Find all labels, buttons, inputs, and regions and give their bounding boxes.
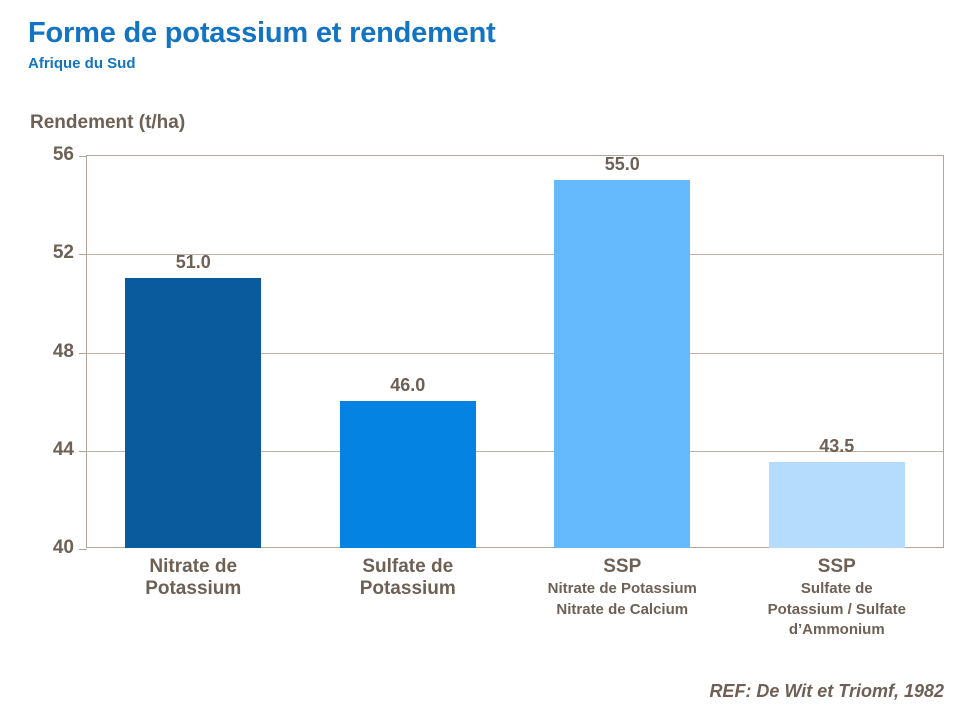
y-axis-tick-mark [79,450,87,452]
category-name-line: Nitrate de [149,556,238,577]
bar[interactable] [125,277,262,548]
bar-value-label: 46.0 [390,374,426,395]
x-axis-category-label: Sulfate de Potassium [301,556,516,601]
reference-note: REF: De Wit et Triomf, 1982 [709,681,944,701]
category-sublabel-line: Sulfate de [800,580,873,598]
category-name-line: Potassium [145,578,242,600]
x-axis-category-label: SSP Sulfate de Potassium / Sulfate d’Ammoni… [730,556,945,639]
category-name-line: SSP [603,556,642,577]
y-axis-tick-mark [79,549,87,550]
x-axis-category-labels: Nitrate de Potassium Sulfate de Potassium SS… [86,556,944,676]
x-axis-category-label: SSP Nitrate de Potassium Nitrate de Calciu… [515,556,730,619]
y-axis-tick-mark [79,352,87,354]
chart-header: Forme de potassium et rendement Afrique … [28,17,928,72]
y-axis-tick-mark [79,156,87,157]
category-name-line: Sulfate de [362,556,454,577]
category-sublabel-line: d’Ammonium [788,621,885,638]
category-sublabel-line: Potassium / Sulfate [767,600,906,618]
y-axis-tick-mark [79,254,87,256]
bar-value-label: 43.5 [819,436,855,457]
y-axis-tick-label: 44 [52,438,74,460]
bar-slot: 55.0 [515,153,730,548]
chart-subtitle: Afrique du Sud [28,54,136,72]
bar-slot: 51.0 [86,155,301,548]
y-axis-tick-label: 56 [52,144,74,165]
y-axis-title: Rendement (t/ha) [30,112,186,133]
category-name-line: Potassium [359,578,456,600]
gridline [87,352,943,354]
bar-slot: 46.0 [301,155,516,548]
y-axis-tick-labels: 56 52 48 44 40 [12,144,74,558]
category-sublabel-line: Nitrate de Potassium [547,580,697,598]
category-sublabel-line: Nitrate de Calcium [556,600,689,618]
y-axis-tick-label: 48 [52,340,74,362]
gridline [87,450,943,452]
bar-value-label: 51.0 [175,251,211,272]
bar-slot: 43.5 [730,155,945,548]
bar-series: 51.0 46.0 55.0 43.5 [86,153,945,548]
y-axis-tick-label: 52 [52,242,74,264]
y-axis-tick-label: 40 [52,537,74,558]
bar[interactable] [339,400,476,548]
bar[interactable] [554,179,691,548]
bar-value-label: 55.0 [604,153,640,174]
bar[interactable] [768,462,905,548]
page-title: Forme de potassium et rendement [28,17,496,49]
gridline [87,254,943,256]
x-axis-category-label: Nitrate de Potassium [86,556,301,601]
category-name-line: SSP [817,556,856,577]
